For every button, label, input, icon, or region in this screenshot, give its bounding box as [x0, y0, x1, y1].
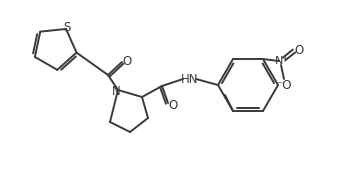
- Text: ⁻O: ⁻O: [276, 78, 292, 92]
- Text: O: O: [294, 44, 304, 57]
- Text: S: S: [63, 21, 71, 34]
- Text: O: O: [122, 54, 132, 68]
- Text: O: O: [168, 99, 178, 111]
- Text: HN: HN: [181, 73, 199, 86]
- Text: N⁺: N⁺: [275, 56, 289, 66]
- Text: N: N: [112, 84, 120, 97]
